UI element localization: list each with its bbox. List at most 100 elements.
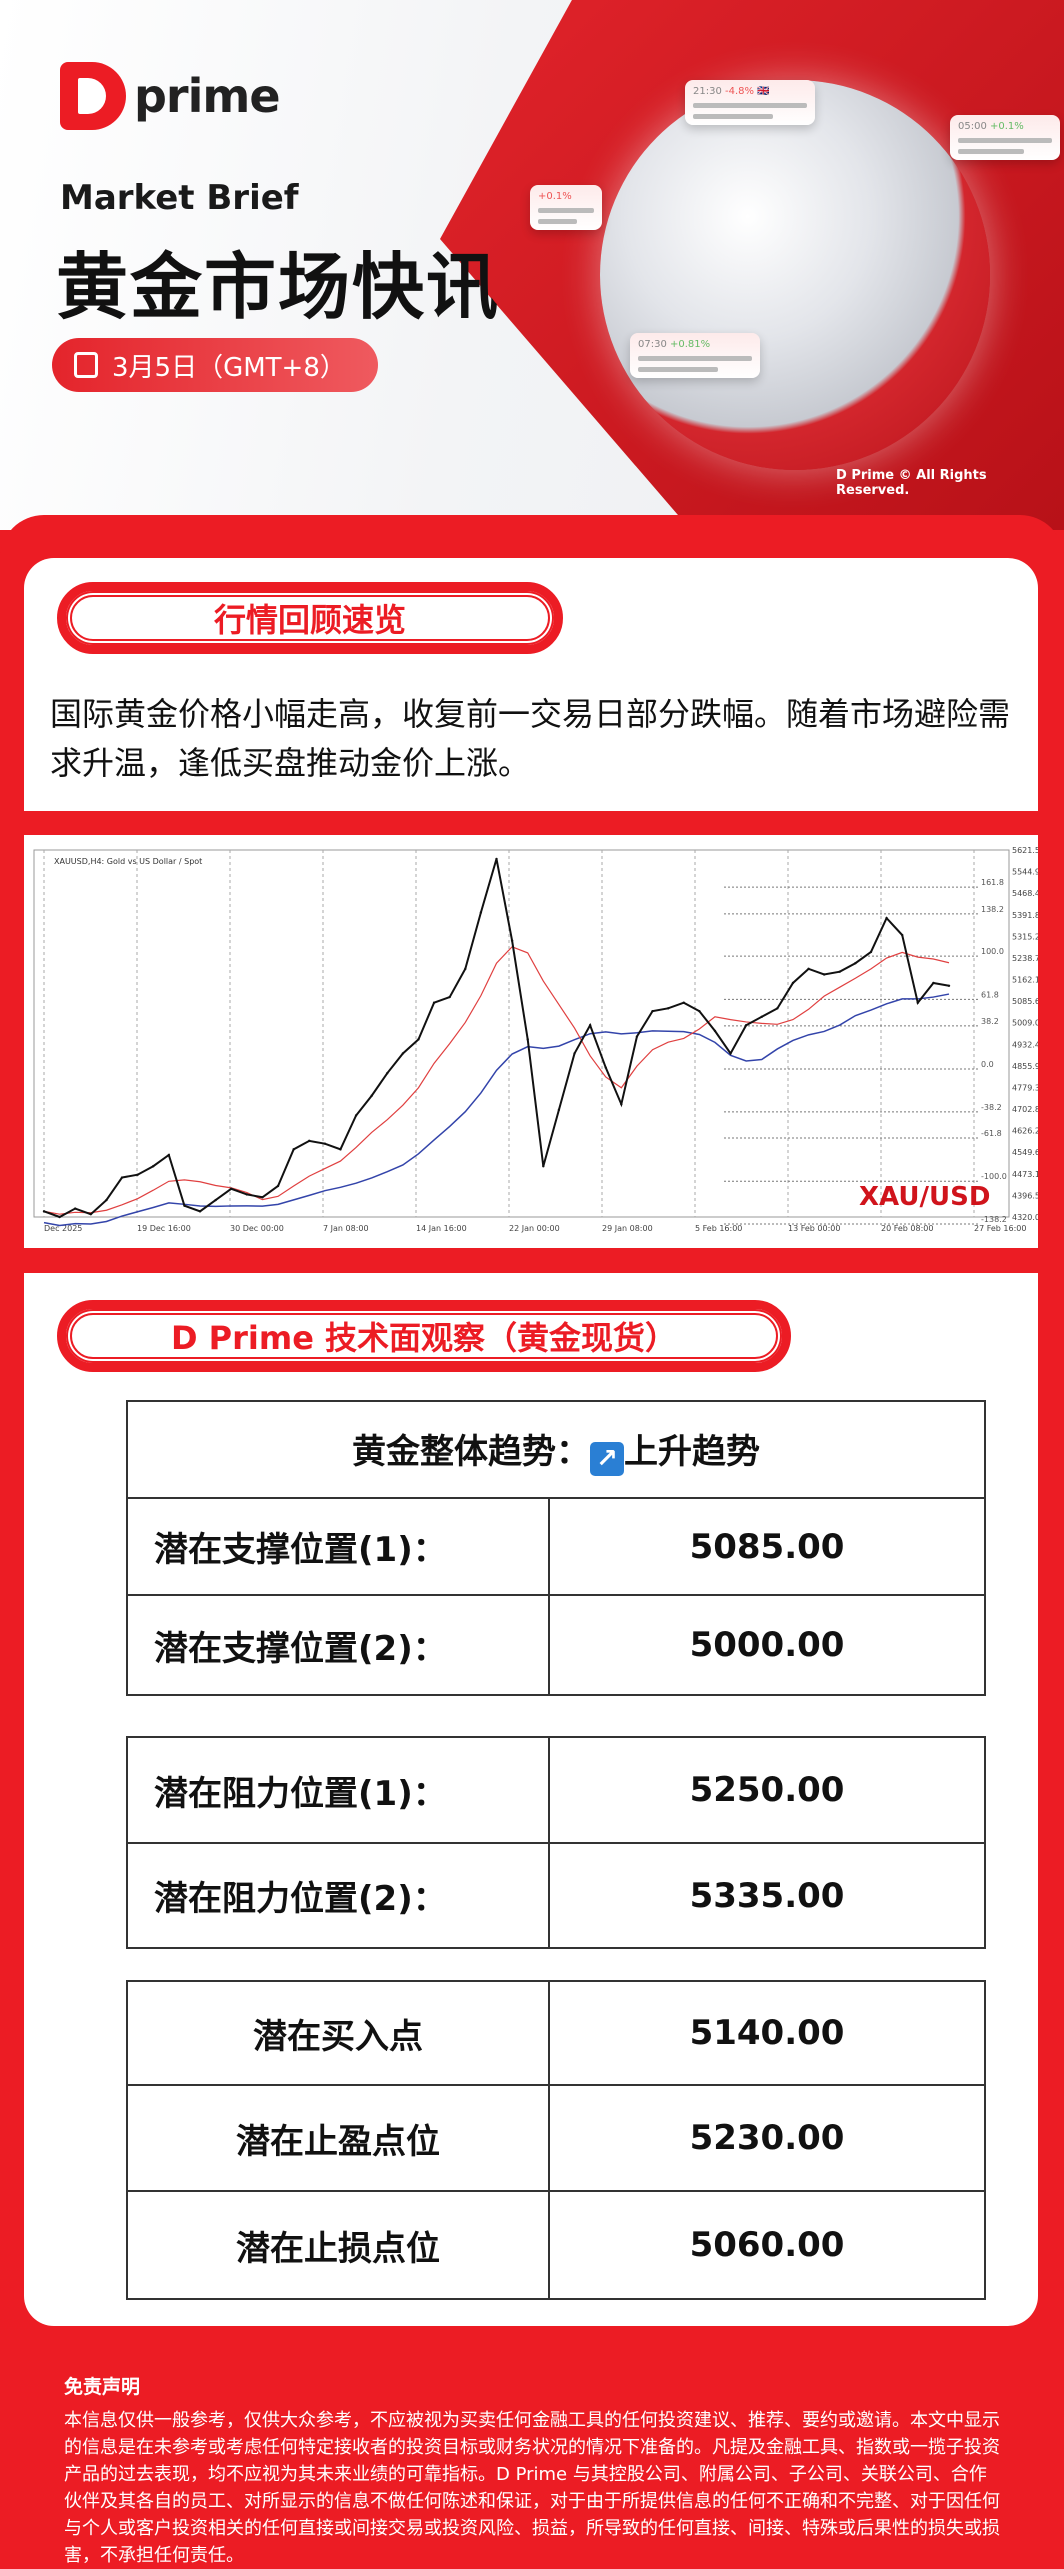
logo-text: prime [134,69,281,123]
fib-level-label: 38.2 [981,1017,999,1026]
stop-loss-value: 5060.00 [548,2190,986,2300]
market-card-it: 05:00 +0.1% [950,115,1060,160]
price-point [932,981,935,985]
take-profit-label: 潜在止盈点位 [126,2084,550,2192]
page-title: 黄金市场快讯 [56,245,501,329]
fib-level-label: 61.8 [981,990,999,999]
price-point [401,1052,405,1055]
card-change: +0.1% [538,191,572,202]
price-point [167,1153,171,1157]
globe-illustration [600,80,990,470]
market-card-br: 07:30 +0.81% [630,333,760,378]
entry-label: 潜在买入点 [126,1980,550,2086]
price-point [323,1142,327,1145]
price-point [838,970,841,973]
card-time: 05:00 [958,121,987,132]
chart-svg: Dec 2025 19 Dec 16:00 30 Dec 00:00 7 Jan 08… [33,846,1050,1233]
trade-levels-table: 潜在买入点 5140.00 潜在止盈点位 5230.00 潜在止损点位 5060.00 [126,1980,986,2300]
chart-watermark: XAU/USD [859,1182,990,1212]
price-point [885,916,888,920]
price-point [198,1210,202,1213]
disclaimer: 免责声明 本信息仅供一般参考，仅供大众参考，不应被视为买卖任何金融工具的任何投资… [64,2372,1004,2569]
y-tick-label: 4702.800 [1012,1105,1038,1114]
disclaimer-title: 免责声明 [64,2376,141,2398]
fib-level-label: 138.2 [981,905,1004,914]
price-point [776,1007,779,1010]
date-text: 3月5日（GMT+8） [112,352,346,383]
price-point [152,1165,155,1168]
trend-row: 黄金整体趋势： ↗ 上升趋势 [126,1400,986,1499]
x-tick-label: 29 Jan 08:00 [602,1224,653,1233]
technical-heading-text: D Prime 技术面观察（黄金现货） [170,1319,678,1357]
price-point [760,1015,763,1018]
price-point [807,967,810,971]
price-point [510,939,514,942]
resistance-1-label: 潜在阻力位置(1)： [126,1736,550,1844]
price-point [744,1024,748,1027]
y-tick-label: 5085.600 [1012,997,1038,1006]
price-point [339,1148,342,1151]
date-badge: 3月5日（GMT+8） [52,338,378,392]
stop-loss-label: 潜在止损点位 [126,2190,550,2300]
calendar-icon [74,352,98,378]
y-tick-label: 5009.040 [1012,1019,1038,1028]
y-tick-label: 4549.680 [1012,1148,1038,1157]
y-tick-label: 5621.520 [1012,846,1038,855]
fib-level-label: -138.2 [981,1215,1007,1224]
fib-level-label: 100.0 [981,947,1004,956]
price-point [261,1196,264,1199]
price-point [136,1173,139,1176]
price-point [230,1187,233,1191]
take-profit-value: 5230.00 [548,2084,986,2192]
price-point [900,933,904,937]
price-point [105,1198,108,1202]
support-1-label: 潜在支撑位置(1)： [126,1497,550,1596]
card-time: 21:30 [693,86,722,97]
x-tick-label: 27 Feb 16:00 [974,1224,1026,1233]
price-point [370,1094,373,1097]
price-point [292,1148,295,1151]
price-point [651,1009,654,1013]
price-point [386,1071,389,1075]
arrow-up-right-icon: ↗ [590,1441,624,1476]
market-card-us: +0.1% [530,185,602,230]
price-point [620,1103,623,1106]
fib-level-label: -38.2 [981,1103,1002,1112]
price-point [432,1001,436,1004]
price-point [464,967,467,971]
resistance-2-value: 5335.00 [548,1842,986,1949]
fib-level-label: 161.8 [981,878,1004,887]
y-tick-label: 4320.000 [1012,1213,1038,1222]
y-tick-label: 5544.960 [1012,868,1038,877]
support-2-value: 5000.00 [548,1594,986,1696]
x-tick-label: Dec 2025 [44,1224,82,1233]
y-tick-label: 4473.120 [1012,1170,1038,1179]
price-point [588,1024,592,1027]
trend-support-table: 黄金整体趋势： ↗ 上升趋势 潜在支撑位置(1)： 5085.00 潜在支撑位置(2)… [126,1400,986,1696]
card-change: +0.81% [670,339,711,350]
y-tick-label: 5315.280 [1012,932,1038,941]
price-point [276,1184,280,1188]
moving-average-blue [43,993,950,1227]
resistance-1-value: 5250.00 [548,1736,986,1844]
x-tick-label: 13 Feb 00:00 [788,1224,840,1233]
price-point [557,1108,561,1112]
y-tick-label: 5468.400 [1012,889,1038,898]
card-change: +0.1% [990,121,1024,132]
price-point [854,962,857,965]
price-point [822,973,826,976]
price-point [604,1066,607,1069]
disclaimer-text: 本信息仅供一般参考，仅供大众参考，不应被视为买卖任何金融工具的任何投资建议、推荐… [64,2410,1000,2566]
x-tick-label: 19 Dec 16:00 [137,1224,191,1233]
price-point [58,1215,61,1219]
y-tick-label: 5162.160 [1012,976,1038,985]
x-tick-label: 22 Jan 00:00 [509,1224,560,1233]
price-point [666,1007,670,1010]
entry-value: 5140.00 [548,1980,986,2086]
chart-title: XAUUSD,H4: Gold vs US Dollar / Spot [54,857,202,866]
x-tick-label: 14 Jan 16:00 [416,1224,467,1233]
price-chart: Dec 2025 19 Dec 16:00 30 Dec 00:00 7 Jan 08… [24,835,1050,1248]
review-text: 国际黄金价格小幅走高，收复前一交易日部分跌幅。随着市场避险需求升温，逢低买盘推动… [50,695,1011,782]
support-2-label: 潜在支撑位置(2)： [126,1594,550,1696]
card-change: -4.8% [725,86,755,97]
